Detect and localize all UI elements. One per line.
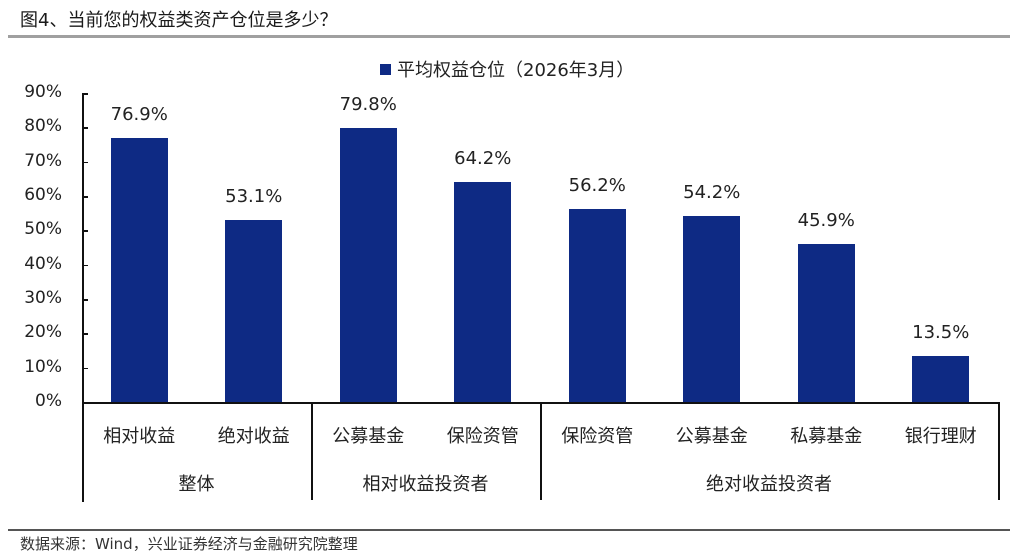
y-tick-mark bbox=[82, 264, 88, 267]
y-tick-mark bbox=[82, 367, 88, 370]
y-tick-label: 40% bbox=[24, 253, 62, 274]
source-note: 数据来源：Wind，兴业证券经济与金融研究院整理 bbox=[20, 535, 358, 553]
legend-swatch-icon bbox=[380, 63, 391, 75]
category-label: 相对收益 bbox=[103, 426, 176, 447]
category-label: 公募基金 bbox=[332, 426, 405, 447]
bar bbox=[454, 181, 512, 402]
figure-title: 图4、当前您的权益类资产仓位是多少？ bbox=[20, 10, 338, 31]
group-divider bbox=[82, 402, 84, 500]
category-label: 保险资管 bbox=[561, 426, 634, 447]
group-label: 相对收益投资者 bbox=[362, 474, 489, 495]
y-tick-label: 10% bbox=[24, 356, 62, 377]
group-divider bbox=[540, 402, 542, 500]
y-tick-label: 90% bbox=[24, 82, 62, 102]
chart-legend: 平均权益仓位（2026年3月） bbox=[380, 56, 634, 82]
group-divider bbox=[311, 402, 313, 500]
footer-divider bbox=[8, 529, 1010, 531]
y-tick-mark bbox=[82, 299, 88, 301]
legend-label: 平均权益仓位（2026年3月） bbox=[397, 60, 635, 81]
category-label: 银行理财 bbox=[904, 426, 977, 447]
category-label: 公募基金 bbox=[675, 426, 748, 447]
bar bbox=[912, 355, 970, 402]
y-tick-label: 20% bbox=[24, 322, 62, 343]
bar-value-label: 13.5% bbox=[912, 321, 970, 343]
title-divider bbox=[8, 35, 1010, 38]
y-tick-label: 80% bbox=[24, 116, 62, 137]
bar bbox=[339, 128, 397, 402]
group-label: 整体 bbox=[178, 474, 215, 495]
bar-value-label: 45.9% bbox=[797, 210, 855, 232]
group-label: 绝对收益投资者 bbox=[706, 474, 832, 495]
bar bbox=[797, 244, 855, 402]
bar-value-label: 64.2% bbox=[454, 147, 512, 169]
y-tick-mark bbox=[82, 161, 88, 164]
y-tick-mark bbox=[82, 230, 88, 232]
bar bbox=[225, 219, 283, 402]
y-tick-mark bbox=[82, 93, 88, 95]
y-tick-label: 0% bbox=[35, 391, 62, 411]
bar-value-label: 76.9% bbox=[110, 103, 168, 125]
category-label: 私募基金 bbox=[790, 426, 863, 447]
category-label: 保险资管 bbox=[446, 426, 519, 447]
bar-value-label: 56.2% bbox=[568, 175, 626, 197]
y-axis-line bbox=[82, 93, 84, 502]
bar-value-label: 79.8% bbox=[339, 94, 397, 116]
y-tick-mark bbox=[82, 402, 88, 404]
group-divider bbox=[998, 402, 1000, 500]
bar bbox=[683, 215, 741, 402]
bar-value-label: 53.1% bbox=[225, 185, 283, 207]
bar-value-label: 54.2% bbox=[683, 181, 741, 203]
y-tick-mark bbox=[82, 196, 88, 198]
y-tick-label: 70% bbox=[24, 150, 62, 171]
category-label: 绝对收益 bbox=[217, 426, 290, 447]
y-tick-mark bbox=[82, 333, 88, 335]
y-tick-mark bbox=[82, 127, 88, 129]
bar bbox=[110, 137, 168, 402]
y-tick-label: 60% bbox=[24, 185, 62, 205]
bar bbox=[568, 209, 626, 402]
y-tick-label: 30% bbox=[24, 288, 62, 308]
y-tick-label: 50% bbox=[24, 219, 62, 240]
